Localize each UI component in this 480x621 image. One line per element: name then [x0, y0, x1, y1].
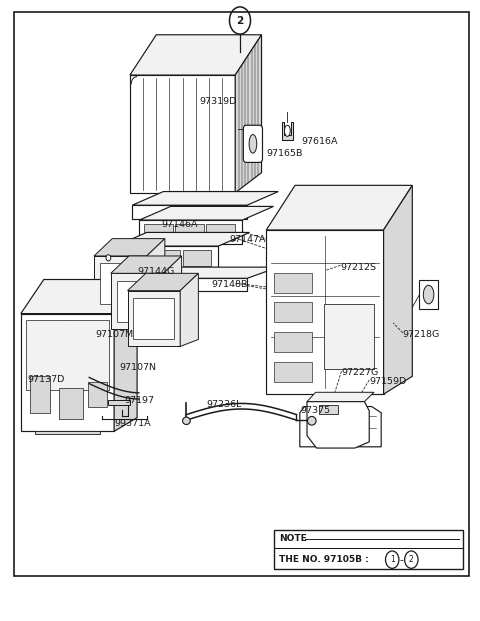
Polygon shape	[274, 273, 312, 292]
Text: 97148B: 97148B	[211, 280, 248, 289]
Polygon shape	[132, 191, 278, 205]
FancyBboxPatch shape	[14, 12, 469, 576]
Polygon shape	[132, 205, 247, 219]
Polygon shape	[35, 431, 100, 435]
Ellipse shape	[423, 285, 434, 304]
Polygon shape	[274, 332, 312, 352]
Polygon shape	[117, 281, 157, 322]
Text: 1: 1	[390, 555, 395, 564]
Polygon shape	[21, 279, 137, 314]
Polygon shape	[111, 256, 181, 273]
Polygon shape	[182, 250, 211, 266]
Polygon shape	[116, 232, 250, 246]
Text: 97107N: 97107N	[120, 363, 156, 372]
Polygon shape	[94, 256, 147, 312]
Polygon shape	[140, 220, 242, 243]
Polygon shape	[140, 206, 274, 220]
Text: 97147A: 97147A	[229, 235, 266, 245]
Polygon shape	[175, 224, 204, 240]
Polygon shape	[206, 224, 235, 240]
Text: NOTE: NOTE	[279, 535, 307, 543]
Polygon shape	[274, 302, 312, 322]
Polygon shape	[21, 314, 114, 432]
Text: 97218G: 97218G	[403, 330, 440, 338]
Circle shape	[106, 255, 111, 261]
Polygon shape	[128, 291, 180, 347]
Ellipse shape	[249, 135, 257, 153]
Text: 97137D: 97137D	[27, 376, 64, 384]
Polygon shape	[152, 250, 180, 266]
Text: 2: 2	[409, 555, 414, 564]
Polygon shape	[88, 382, 107, 407]
Polygon shape	[128, 273, 198, 291]
Ellipse shape	[308, 417, 316, 425]
Text: 97616A: 97616A	[301, 137, 338, 146]
Polygon shape	[100, 263, 141, 304]
Polygon shape	[300, 407, 381, 447]
Text: 97144G: 97144G	[137, 267, 174, 276]
Polygon shape	[163, 256, 181, 329]
Polygon shape	[114, 279, 137, 432]
Text: THE NO. 97105B :: THE NO. 97105B :	[279, 555, 372, 564]
Text: 97319D: 97319D	[199, 97, 237, 106]
Polygon shape	[384, 185, 412, 394]
Polygon shape	[133, 298, 174, 339]
Text: 97165B: 97165B	[266, 149, 303, 158]
Text: 99371A: 99371A	[115, 419, 151, 428]
Polygon shape	[59, 388, 83, 419]
Text: 2: 2	[236, 16, 244, 25]
Text: 97197: 97197	[124, 396, 154, 405]
Text: 97107M: 97107M	[96, 330, 133, 338]
Polygon shape	[274, 362, 312, 382]
Polygon shape	[420, 279, 438, 309]
Text: 97212S: 97212S	[340, 263, 376, 271]
Polygon shape	[235, 35, 262, 193]
Text: -: -	[399, 555, 403, 564]
Ellipse shape	[182, 417, 190, 425]
Polygon shape	[30, 376, 49, 413]
Polygon shape	[25, 320, 109, 390]
Polygon shape	[319, 405, 338, 414]
Polygon shape	[147, 238, 165, 312]
Polygon shape	[324, 304, 374, 369]
Polygon shape	[266, 230, 384, 394]
Text: 97236L: 97236L	[206, 400, 242, 409]
Polygon shape	[116, 246, 218, 270]
Ellipse shape	[285, 125, 290, 137]
Text: 97227G: 97227G	[341, 368, 379, 377]
Polygon shape	[111, 273, 163, 329]
Polygon shape	[307, 402, 369, 448]
FancyBboxPatch shape	[243, 125, 263, 163]
Polygon shape	[130, 35, 262, 75]
Polygon shape	[266, 185, 412, 230]
Text: 97159D: 97159D	[369, 377, 407, 386]
Text: 97375: 97375	[301, 406, 331, 415]
Polygon shape	[307, 392, 374, 402]
Polygon shape	[282, 122, 293, 140]
Polygon shape	[180, 273, 198, 347]
FancyBboxPatch shape	[274, 530, 463, 569]
Polygon shape	[94, 238, 165, 256]
Polygon shape	[108, 400, 130, 405]
Polygon shape	[120, 250, 149, 266]
Polygon shape	[135, 267, 278, 278]
Polygon shape	[135, 278, 247, 291]
Polygon shape	[130, 75, 235, 193]
Text: 97146A: 97146A	[161, 220, 198, 230]
Polygon shape	[144, 224, 173, 240]
